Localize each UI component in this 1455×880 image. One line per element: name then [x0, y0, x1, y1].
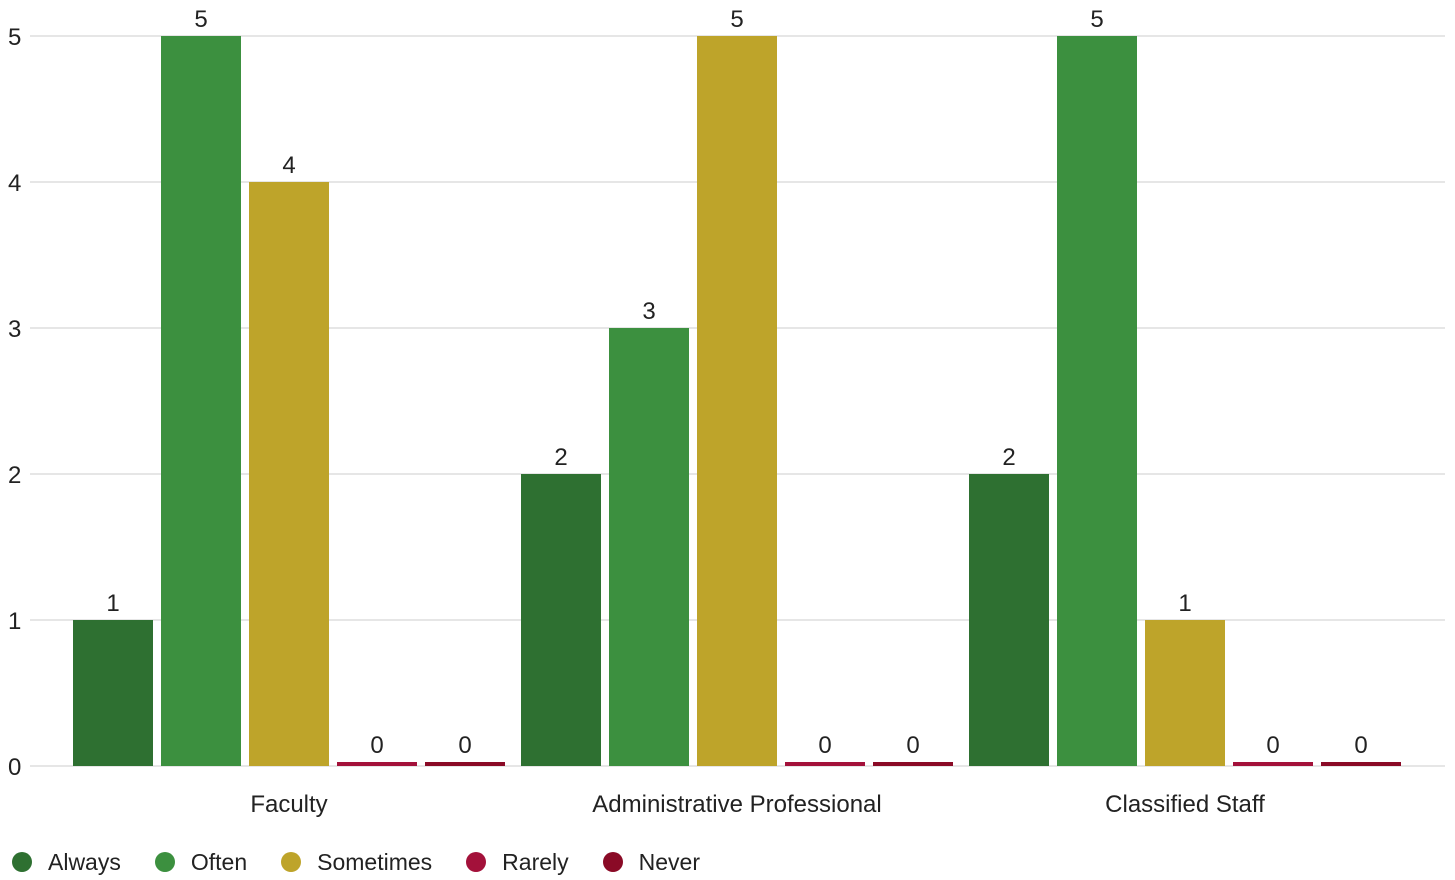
data-label: 0 — [906, 732, 919, 759]
data-label: 0 — [370, 732, 383, 759]
legend: Always Often Sometimes Rarely Never — [12, 846, 734, 878]
category-label: Classified Staff — [1105, 791, 1265, 818]
y-axis: 0 1 2 3 4 5 — [8, 24, 21, 781]
category-label: Faculty — [250, 791, 327, 818]
legend-swatch-icon — [602, 852, 623, 872]
bar-rarely-0 — [337, 762, 417, 766]
data-label: 1 — [1178, 590, 1191, 617]
bar-always-1 — [521, 474, 601, 766]
bar-rarely-1 — [785, 762, 865, 766]
bar-always-0 — [73, 620, 153, 766]
legend-swatch-icon — [12, 852, 32, 872]
bar-never-0 — [425, 762, 505, 766]
legend-label: Often — [190, 848, 248, 875]
data-labels-layer: 1 5 4 0 0 2 3 5 0 0 2 5 1 0 0 — [106, 6, 1367, 759]
bar-never-1 — [873, 762, 953, 766]
bar-sometimes-0 — [249, 182, 329, 766]
data-label: 0 — [818, 732, 831, 759]
x-axis: Faculty Administrative Professional Classi… — [250, 791, 1265, 818]
bar-sometimes-1 — [697, 36, 777, 766]
data-label: 2 — [554, 444, 567, 471]
legend-swatch-icon — [466, 852, 487, 872]
data-label: 0 — [458, 732, 471, 759]
legend-swatch-icon — [281, 852, 302, 872]
data-label: 2 — [1002, 444, 1015, 471]
y-tick-label: 2 — [8, 462, 21, 489]
legend-item-never[interactable]: Never — [602, 848, 700, 876]
y-tick-label: 0 — [8, 754, 21, 781]
data-label: 0 — [1354, 732, 1367, 759]
bar-sometimes-2 — [1145, 620, 1225, 766]
bars-layer — [73, 36, 1401, 766]
data-label: 4 — [282, 152, 295, 179]
legend-item-sometimes[interactable]: Sometimes — [281, 849, 432, 876]
y-tick-label: 1 — [8, 608, 21, 635]
data-label: 5 — [194, 6, 207, 33]
legend-item-often[interactable]: Often — [154, 848, 248, 876]
legend-swatch-icon — [154, 852, 175, 872]
data-label: 1 — [106, 590, 119, 617]
legend-item-rarely[interactable]: Rarely — [466, 848, 569, 876]
data-label: 5 — [1090, 6, 1103, 33]
legend-label: Sometimes — [317, 848, 433, 875]
legend-label: Never — [638, 848, 700, 875]
legend-item-always[interactable]: Always — [12, 849, 121, 876]
legend-label: Rarely — [502, 848, 569, 875]
bar-often-2 — [1057, 36, 1137, 766]
bar-never-2 — [1321, 762, 1401, 766]
legend-label: Always — [48, 848, 121, 875]
data-label: 3 — [642, 298, 655, 325]
y-tick-label: 3 — [8, 316, 21, 343]
y-tick-label: 4 — [8, 170, 21, 197]
data-label: 0 — [1266, 732, 1279, 759]
data-label: 5 — [730, 6, 743, 33]
category-label: Administrative Professional — [592, 791, 881, 818]
bar-often-1 — [609, 328, 689, 766]
bar-rarely-2 — [1233, 762, 1313, 766]
bar-always-2 — [969, 474, 1049, 766]
y-tick-label: 5 — [8, 24, 21, 51]
bar-often-0 — [161, 36, 241, 766]
